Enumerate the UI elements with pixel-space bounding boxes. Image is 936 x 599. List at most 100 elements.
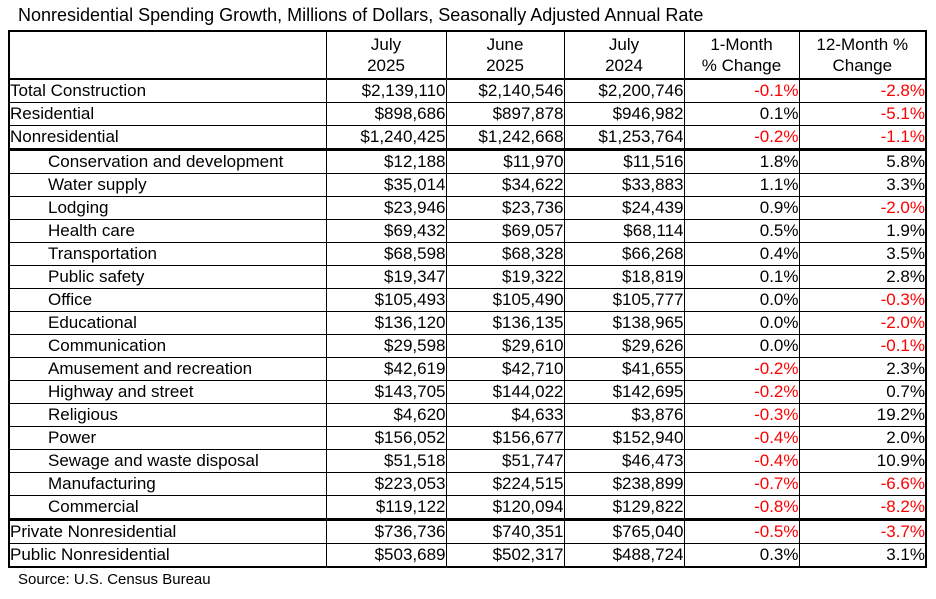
row-label-cell: Health care bbox=[8, 219, 327, 243]
table-row: Public safety $19,347 $19,322 $18,819 0.1% 2.… bbox=[8, 265, 927, 289]
value-cell: $156,677 bbox=[445, 426, 565, 450]
table-row: Power $156,052 $156,677 $152,940 -0.4% 2.0% bbox=[8, 426, 927, 450]
value-cell: 0.5% bbox=[683, 219, 800, 243]
table-row: Sewage and waste disposal $51,518 $51,747 $… bbox=[8, 449, 927, 473]
value-cell: $136,135 bbox=[445, 311, 565, 335]
value-cell: $740,351 bbox=[445, 519, 565, 544]
value-cell: -3.7% bbox=[798, 519, 927, 544]
value-cell: $34,622 bbox=[445, 173, 565, 197]
value-cell: $897,878 bbox=[445, 102, 565, 126]
column-header-july-2024: July 2024 bbox=[563, 30, 685, 80]
value-cell: -0.3% bbox=[683, 403, 800, 427]
value-cell: $66,268 bbox=[563, 242, 685, 266]
table-row: Public Nonresidential $503,689 $502,317 $48… bbox=[8, 543, 927, 568]
value-cell: $1,253,764 bbox=[563, 125, 685, 151]
value-cell: $136,120 bbox=[325, 311, 447, 335]
value-cell: $152,940 bbox=[563, 426, 685, 450]
value-cell: $144,022 bbox=[445, 380, 565, 404]
row-label-cell: Amusement and recreation bbox=[8, 357, 327, 381]
table-row: Educational $136,120 $136,135 $138,965 0.0% -… bbox=[8, 311, 927, 335]
value-cell: $68,328 bbox=[445, 242, 565, 266]
value-cell: 0.3% bbox=[683, 543, 800, 568]
spending-table: July 2025 June 2025 July 2024 1-Month % Cha… bbox=[8, 30, 927, 568]
table-row: Lodging $23,946 $23,736 $24,439 0.9% -2.0% bbox=[8, 196, 927, 220]
value-cell: $138,965 bbox=[563, 311, 685, 335]
value-cell: 3.3% bbox=[798, 173, 927, 197]
value-cell: 10.9% bbox=[798, 449, 927, 473]
value-cell: $42,619 bbox=[325, 357, 447, 381]
table-row: Residential $898,686 $897,878 $946,982 0.1% -… bbox=[8, 102, 927, 126]
value-cell: $488,724 bbox=[563, 543, 685, 568]
value-cell: $129,822 bbox=[563, 495, 685, 521]
row-label-cell: Commercial bbox=[8, 495, 327, 521]
value-cell: $23,946 bbox=[325, 196, 447, 220]
value-cell: 5.8% bbox=[798, 149, 927, 174]
row-label-cell: Sewage and waste disposal bbox=[8, 449, 327, 473]
table-row: Commercial $119,122 $120,094 $129,822 -0.8% -… bbox=[8, 495, 927, 521]
value-cell: $946,982 bbox=[563, 102, 685, 126]
value-cell: -0.3% bbox=[798, 288, 927, 312]
value-cell: $2,140,546 bbox=[445, 78, 565, 103]
column-header-june-2025: June 2025 bbox=[445, 30, 565, 80]
value-cell: $41,655 bbox=[563, 357, 685, 381]
value-cell: $42,710 bbox=[445, 357, 565, 381]
table-row: Amusement and recreation $42,619 $42,710 $4… bbox=[8, 357, 927, 381]
value-cell: 1.1% bbox=[683, 173, 800, 197]
value-cell: 0.9% bbox=[683, 196, 800, 220]
value-cell: -0.1% bbox=[798, 334, 927, 358]
value-cell: 2.0% bbox=[798, 426, 927, 450]
value-cell: $119,122 bbox=[325, 495, 447, 521]
value-cell: $736,736 bbox=[325, 519, 447, 544]
row-label-cell: Total Construction bbox=[8, 78, 327, 103]
table-row: Water supply $35,014 $34,622 $33,883 1.1% 3.3… bbox=[8, 173, 927, 197]
value-cell: $33,883 bbox=[563, 173, 685, 197]
value-cell: $1,240,425 bbox=[325, 125, 447, 151]
column-header-12-month-pct-change: 12-Month % Change bbox=[798, 30, 927, 80]
value-cell: $46,473 bbox=[563, 449, 685, 473]
value-cell: -5.1% bbox=[798, 102, 927, 126]
row-label-cell: Manufacturing bbox=[8, 472, 327, 496]
value-cell: $12,188 bbox=[325, 149, 447, 174]
value-cell: $156,052 bbox=[325, 426, 447, 450]
value-cell: -2.0% bbox=[798, 311, 927, 335]
value-cell: $51,747 bbox=[445, 449, 565, 473]
table-row: Religious $4,620 $4,633 $3,876 -0.3% 19.2% bbox=[8, 403, 927, 427]
row-label-cell: Water supply bbox=[8, 173, 327, 197]
value-cell: $19,347 bbox=[325, 265, 447, 289]
value-cell: $29,610 bbox=[445, 334, 565, 358]
value-cell: -0.7% bbox=[683, 472, 800, 496]
value-cell: $2,139,110 bbox=[325, 78, 447, 103]
value-cell: -0.4% bbox=[683, 449, 800, 473]
value-cell: 0.4% bbox=[683, 242, 800, 266]
value-cell: 0.0% bbox=[683, 288, 800, 312]
row-label-cell: Residential bbox=[8, 102, 327, 126]
value-cell: 19.2% bbox=[798, 403, 927, 427]
value-cell: $105,490 bbox=[445, 288, 565, 312]
row-label-cell: Conservation and development bbox=[8, 149, 327, 174]
value-cell: -6.6% bbox=[798, 472, 927, 496]
table-row: Communication $29,598 $29,610 $29,626 0.0% -0… bbox=[8, 334, 927, 358]
row-label-cell: Public Nonresidential bbox=[8, 543, 327, 568]
value-cell: $24,439 bbox=[563, 196, 685, 220]
value-cell: $120,094 bbox=[445, 495, 565, 521]
row-label-cell: Religious bbox=[8, 403, 327, 427]
value-cell: $23,736 bbox=[445, 196, 565, 220]
value-cell: $19,322 bbox=[445, 265, 565, 289]
value-cell: $142,695 bbox=[563, 380, 685, 404]
value-cell: -0.4% bbox=[683, 426, 800, 450]
value-cell: $238,899 bbox=[563, 472, 685, 496]
value-cell: $68,114 bbox=[563, 219, 685, 243]
table-row: Private Nonresidential $736,736 $740,351 $7… bbox=[8, 519, 927, 544]
table-row: Nonresidential $1,240,425 $1,242,668 $1,253… bbox=[8, 125, 927, 151]
value-cell: 3.1% bbox=[798, 543, 927, 568]
value-cell: $502,317 bbox=[445, 543, 565, 568]
value-cell: $898,686 bbox=[325, 102, 447, 126]
column-header-1-month-pct-change: 1-Month % Change bbox=[683, 30, 800, 80]
value-cell: 0.1% bbox=[683, 102, 800, 126]
value-cell: $503,689 bbox=[325, 543, 447, 568]
row-label-cell: Nonresidential bbox=[8, 125, 327, 151]
source-note: Source: U.S. Census Bureau bbox=[18, 571, 211, 588]
value-cell: $3,876 bbox=[563, 403, 685, 427]
value-cell: -0.2% bbox=[683, 380, 800, 404]
row-label-cell: Communication bbox=[8, 334, 327, 358]
